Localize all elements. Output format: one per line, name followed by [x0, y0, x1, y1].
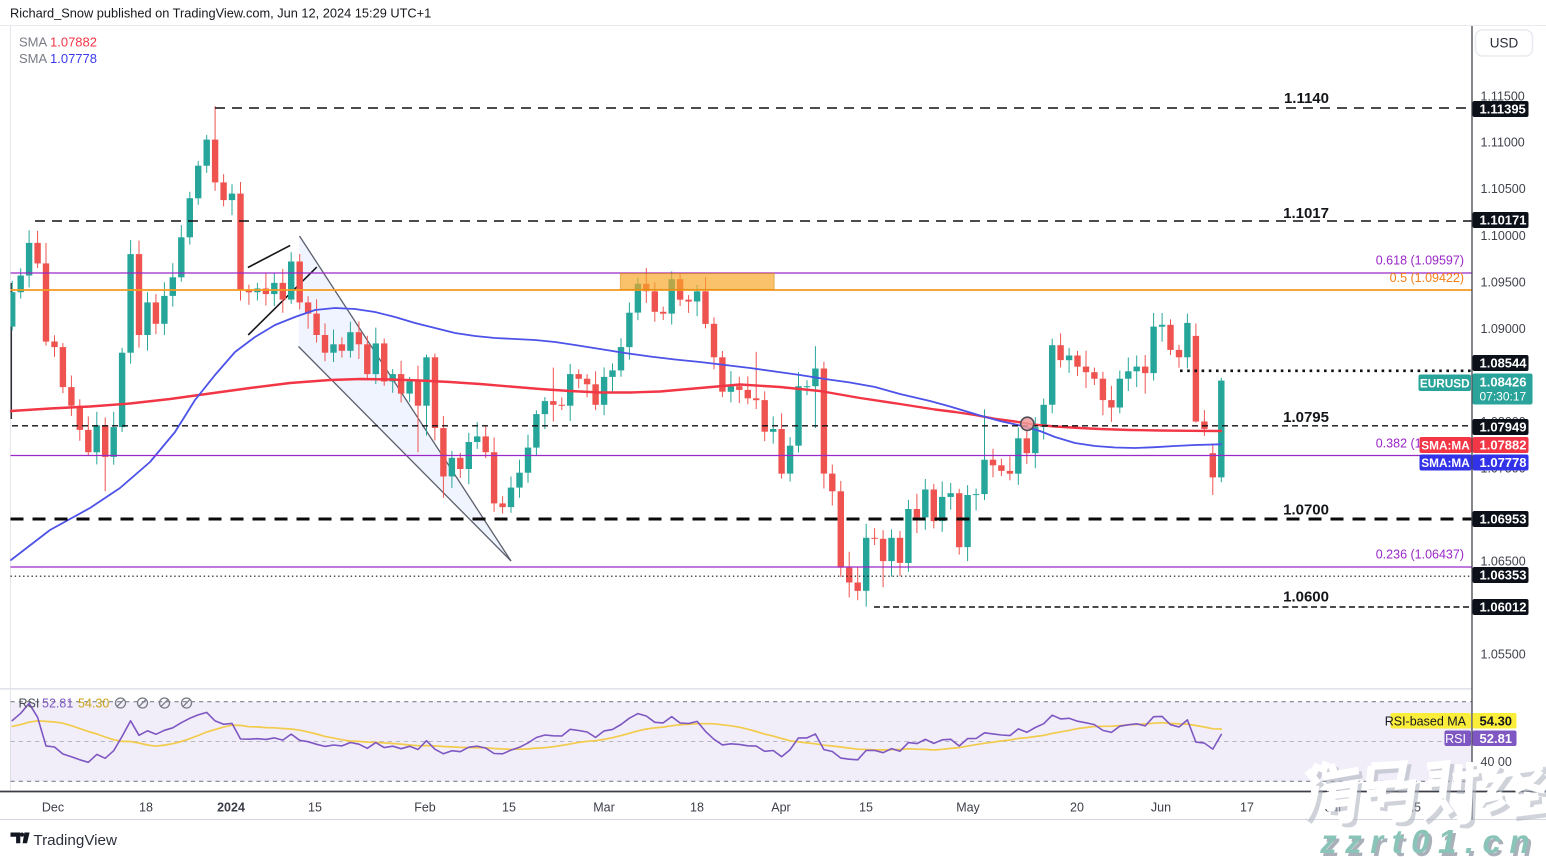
svg-text:1.07778: 1.07778 [1480, 455, 1527, 470]
svg-text:Jun: Jun [1151, 801, 1171, 815]
svg-text:1.09500: 1.09500 [1481, 276, 1526, 290]
svg-text:1.07882: 1.07882 [1480, 438, 1527, 453]
svg-text:1.08544: 1.08544 [1480, 356, 1528, 371]
svg-text:1.11000: 1.11000 [1481, 136, 1525, 150]
svg-text:15: 15 [859, 801, 873, 815]
svg-text:SMA: SMA [19, 35, 48, 50]
svg-text:EURUSD: EURUSD [1420, 377, 1470, 391]
svg-text:20: 20 [1070, 801, 1084, 815]
svg-text:1.10500: 1.10500 [1481, 182, 1526, 196]
svg-text:1.10171: 1.10171 [1480, 213, 1527, 228]
svg-text:1.1017: 1.1017 [1283, 205, 1329, 222]
svg-text:Richard_Snow published on Trad: Richard_Snow published on TradingView.co… [10, 6, 431, 21]
svg-text:USD: USD [1490, 36, 1519, 51]
svg-text:1.1140: 1.1140 [1284, 90, 1329, 107]
svg-text:15: 15 [502, 801, 516, 815]
svg-text:1.0600: 1.0600 [1283, 589, 1329, 606]
svg-text:Mar: Mar [593, 801, 615, 815]
svg-text:18: 18 [139, 801, 153, 815]
svg-text:52.81: 52.81 [1480, 731, 1513, 746]
svg-text:0.618 (1.09597): 0.618 (1.09597) [1376, 254, 1464, 268]
svg-text:15: 15 [308, 801, 322, 815]
svg-text:18: 18 [690, 801, 704, 815]
svg-text:zzrt01.cn: zzrt01.cn [1319, 823, 1538, 857]
svg-text:1.11500: 1.11500 [1481, 90, 1525, 104]
svg-text:Dec: Dec [42, 801, 64, 815]
svg-text:1.07882: 1.07882 [50, 35, 97, 50]
svg-text:54.30: 54.30 [1480, 714, 1513, 729]
svg-text:40.00: 40.00 [1481, 755, 1512, 769]
svg-text:52.81: 52.81 [42, 697, 73, 711]
svg-text:1.07778: 1.07778 [50, 51, 97, 66]
svg-text:TradingView: TradingView [33, 832, 117, 849]
svg-text:0.236 (1.06437): 0.236 (1.06437) [1376, 548, 1464, 562]
svg-text:RSI: RSI [19, 697, 40, 711]
svg-text:17: 17 [1240, 801, 1254, 815]
svg-text:1.10000: 1.10000 [1481, 229, 1526, 243]
svg-text:SMA:MA: SMA:MA [1421, 439, 1470, 453]
svg-text:1.07949: 1.07949 [1480, 420, 1527, 435]
svg-text:1.09000: 1.09000 [1481, 322, 1526, 336]
svg-text:0.5 (1.09422): 0.5 (1.09422) [1390, 271, 1464, 285]
svg-text:May: May [956, 801, 980, 815]
svg-text:1.06012: 1.06012 [1480, 600, 1527, 615]
svg-text:RSI-based MA: RSI-based MA [1385, 715, 1467, 729]
svg-text:1.06953: 1.06953 [1480, 512, 1527, 527]
svg-text:1.06500: 1.06500 [1481, 555, 1526, 569]
svg-text:1.08426: 1.08426 [1480, 375, 1527, 390]
svg-text:1.05500: 1.05500 [1481, 648, 1526, 662]
svg-text:07:30:17: 07:30:17 [1480, 390, 1527, 404]
svg-text:zzrt01.cn: zzrt01.cn [1322, 826, 1541, 857]
svg-text:1.06353: 1.06353 [1480, 568, 1527, 583]
svg-text:RSI: RSI [1445, 732, 1466, 746]
svg-text:54.30: 54.30 [78, 697, 109, 711]
svg-text:1.0795: 1.0795 [1283, 409, 1329, 426]
svg-text:2024: 2024 [217, 801, 245, 815]
svg-text:Feb: Feb [414, 801, 436, 815]
svg-text:Apr: Apr [771, 801, 790, 815]
svg-text:SMA: SMA [19, 51, 48, 66]
svg-text:SMA:MA: SMA:MA [1421, 456, 1470, 470]
svg-text:1.0700: 1.0700 [1283, 502, 1329, 519]
svg-text:1.11395: 1.11395 [1480, 102, 1526, 117]
